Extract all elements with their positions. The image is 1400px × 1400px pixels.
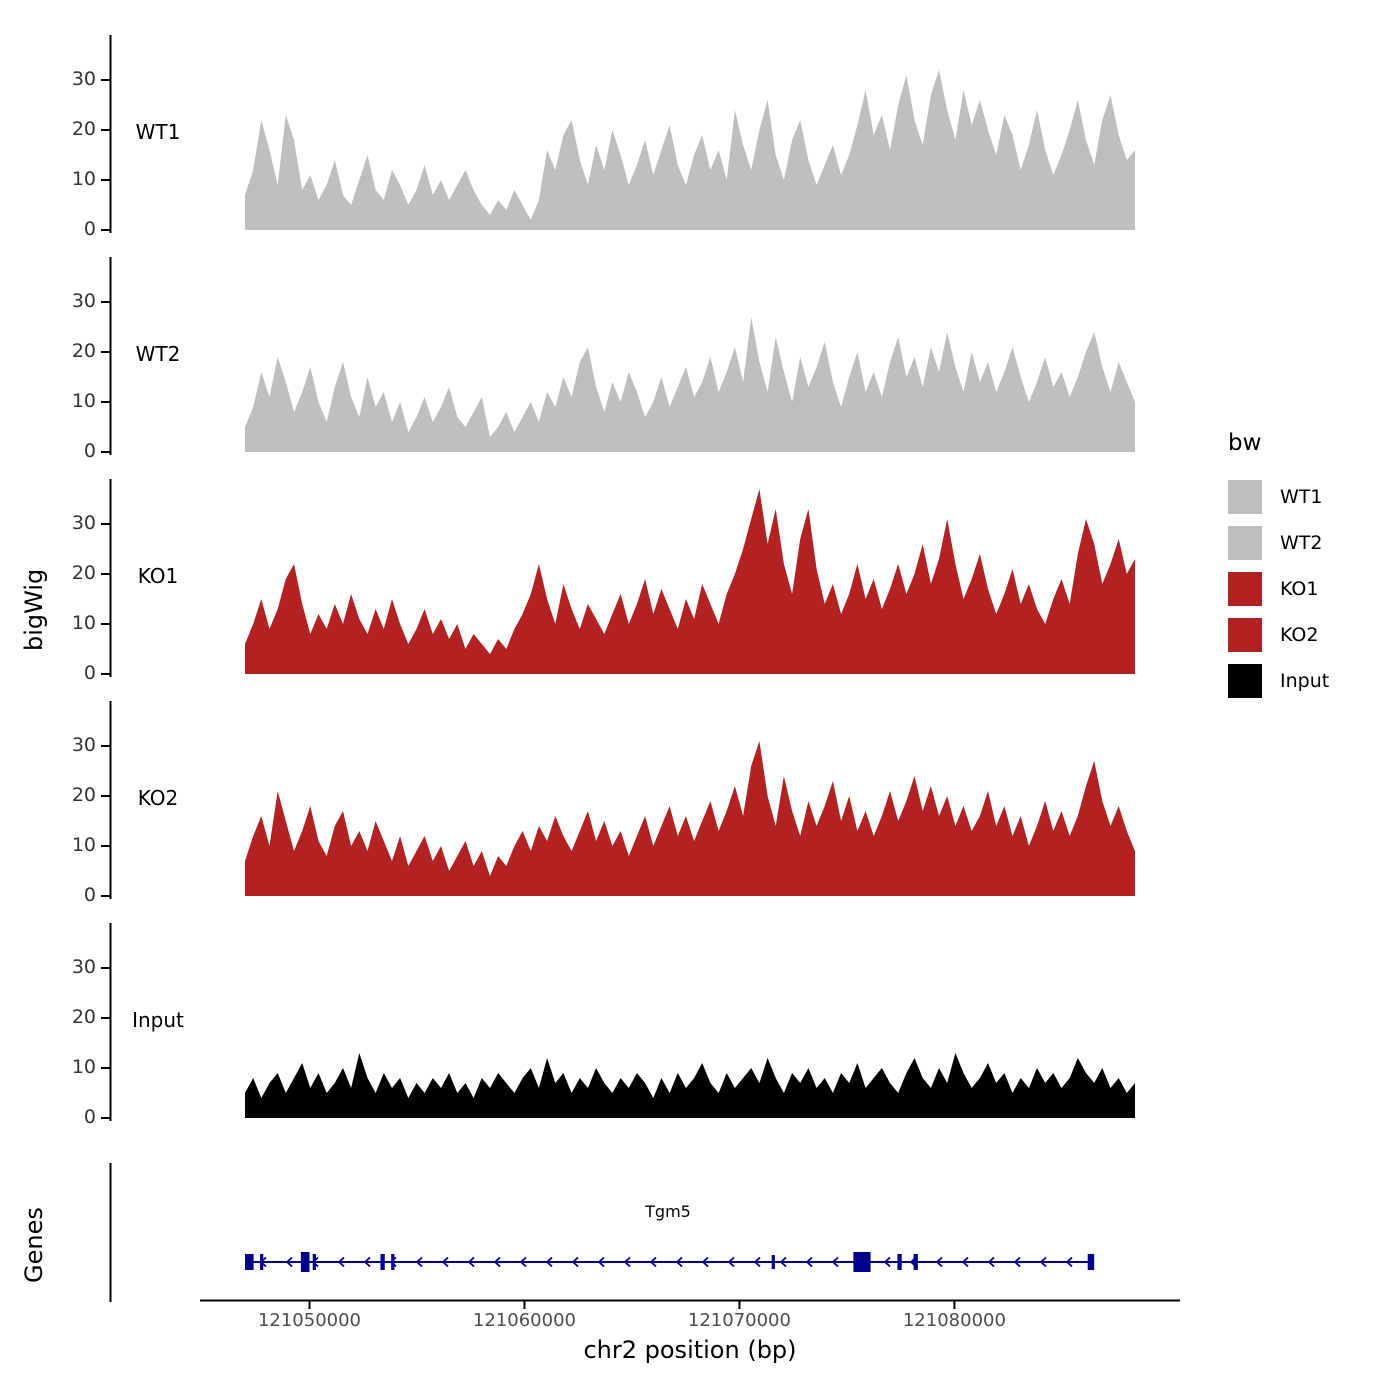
y-tick-label: 10 [71, 168, 96, 190]
y-axis-title-genes: Genes [20, 1207, 48, 1283]
strand-arrow [727, 1256, 735, 1268]
track-label-wt2: WT2 [135, 341, 181, 366]
strand-arrow [285, 1256, 293, 1268]
track-label-wt1: WT1 [135, 119, 181, 144]
legend-swatch-wt1 [1228, 480, 1262, 514]
strand-arrow [701, 1256, 709, 1268]
x-axis-title: chr2 position (bp) [583, 1336, 797, 1364]
coverage-area-ko1 [245, 489, 1135, 674]
x-tick-label: 121080000 [902, 1310, 1006, 1331]
gene-exon [897, 1254, 902, 1270]
y-tick-label: 30 [71, 68, 96, 90]
strand-arrow [363, 1256, 371, 1268]
x-tick-label: 121060000 [472, 1310, 576, 1331]
strand-arrow [571, 1256, 579, 1268]
y-tick-label: 10 [71, 1056, 96, 1078]
legend-label-ko1: KO1 [1280, 578, 1319, 600]
gene-exon [391, 1254, 395, 1270]
strand-arrow [467, 1256, 475, 1268]
y-tick-label: 20 [71, 562, 96, 584]
strand-arrow [415, 1256, 423, 1268]
strand-arrow [831, 1256, 839, 1268]
strand-arrow [545, 1256, 553, 1268]
gene-exon [312, 1254, 316, 1270]
gene-exon [1087, 1254, 1095, 1270]
track-label-ko1: KO1 [137, 563, 179, 588]
strand-arrow [961, 1256, 969, 1268]
gene-exon [853, 1252, 871, 1272]
y-tick-label: 30 [71, 512, 96, 534]
strand-arrow [987, 1256, 995, 1268]
strand-arrow [935, 1256, 943, 1268]
strand-arrow [779, 1256, 787, 1268]
gene-exon [913, 1254, 918, 1270]
coverage-area-input [245, 1053, 1135, 1118]
y-tick-label: 0 [83, 440, 96, 462]
legend-swatch-ko2 [1228, 618, 1262, 652]
strand-arrow [441, 1256, 449, 1268]
y-tick-label: 20 [71, 118, 96, 140]
gene-label: Tgm5 [645, 1202, 691, 1221]
y-tick-label: 20 [71, 784, 96, 806]
y-tick-label: 0 [83, 884, 96, 906]
x-tick-label: 121070000 [687, 1310, 791, 1331]
strand-arrow [805, 1256, 813, 1268]
y-tick-label: 30 [71, 956, 96, 978]
gene-exon [771, 1255, 775, 1269]
strand-arrow [1065, 1256, 1073, 1268]
strand-arrow [337, 1256, 345, 1268]
strand-arrow [649, 1256, 657, 1268]
y-tick-label: 30 [71, 290, 96, 312]
gene-exon [245, 1254, 254, 1270]
legend-label-wt2: WT2 [1280, 532, 1323, 554]
legend-title: bw [1228, 430, 1262, 456]
legend-label-input: Input [1280, 670, 1330, 692]
y-tick-label: 10 [71, 612, 96, 634]
y-tick-label: 10 [71, 834, 96, 856]
y-tick-label: 20 [71, 340, 96, 362]
track-label-input: Input [132, 1007, 184, 1032]
y-tick-label: 10 [71, 390, 96, 412]
legend-swatch-ko1 [1228, 572, 1262, 606]
gene-exon [380, 1254, 385, 1270]
track-label-ko2: KO2 [137, 785, 179, 810]
strand-arrow [883, 1256, 891, 1268]
coverage-area-ko2 [245, 741, 1135, 896]
strand-arrow [623, 1256, 631, 1268]
coverage-area-wt1 [245, 70, 1135, 230]
y-tick-label: 0 [83, 662, 96, 684]
strand-arrow [597, 1256, 605, 1268]
coverage-area-wt2 [245, 317, 1135, 452]
legend-swatch-input [1228, 664, 1262, 698]
legend-label-wt1: WT1 [1280, 486, 1323, 508]
legend-label-ko2: KO2 [1280, 624, 1319, 646]
gene-exon [300, 1252, 310, 1272]
y-tick-label: 0 [83, 1106, 96, 1128]
strand-arrow [493, 1256, 501, 1268]
strand-arrow [519, 1256, 527, 1268]
strand-arrow [753, 1256, 761, 1268]
strand-arrow [1013, 1256, 1021, 1268]
y-tick-label: 20 [71, 1006, 96, 1028]
gene-exon [260, 1254, 264, 1270]
legend-swatch-wt2 [1228, 526, 1262, 560]
y-tick-label: 30 [71, 734, 96, 756]
x-tick-label: 121050000 [257, 1310, 362, 1331]
y-tick-label: 0 [83, 218, 96, 240]
strand-arrow [1039, 1256, 1047, 1268]
strand-arrow [675, 1256, 683, 1268]
